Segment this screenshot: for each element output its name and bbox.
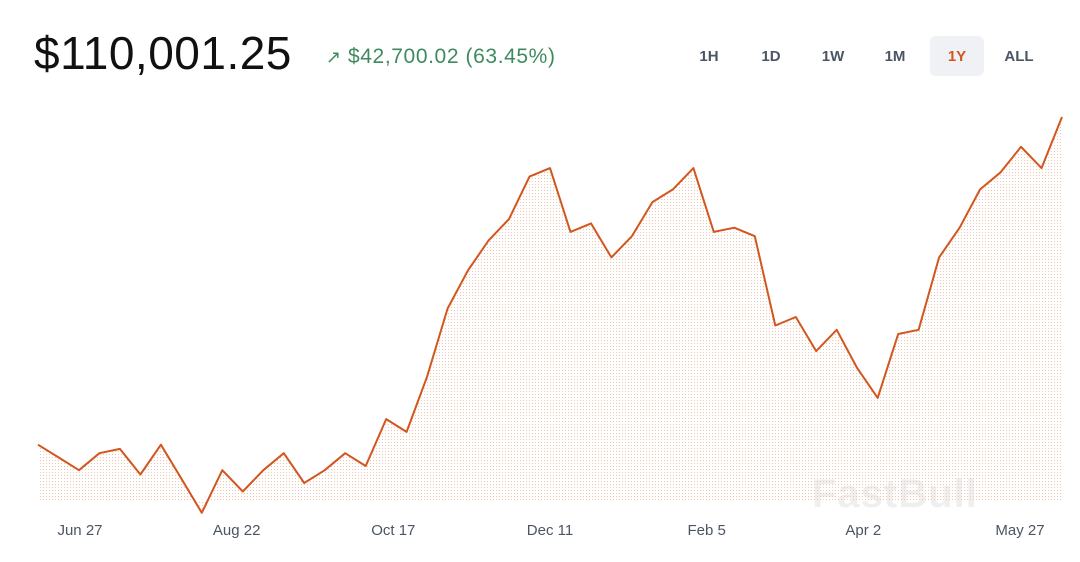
price-point	[1040, 166, 1044, 170]
price-point	[630, 234, 634, 238]
price-point	[569, 230, 573, 234]
x-axis: Jun 27 Aug 22 Oct 17 Dec 11 Feb 5 Apr 2 May 27	[57, 522, 1044, 539]
price-point	[507, 217, 511, 221]
price-point	[384, 417, 388, 421]
price-point	[732, 226, 736, 230]
price-point	[671, 187, 675, 191]
x-tick-label: Apr 2	[845, 522, 881, 539]
price-point	[1060, 115, 1064, 119]
price-point	[487, 238, 491, 242]
price-point	[650, 200, 654, 204]
time-range-selector: 1H 1D 1W 1M 1Y ALL	[682, 36, 1046, 76]
price-point	[835, 328, 839, 332]
chart-line-layer	[36, 115, 1064, 515]
price-point	[179, 477, 183, 481]
price-point	[302, 481, 306, 485]
price-point	[917, 328, 921, 332]
price-point	[77, 468, 81, 472]
price-point	[364, 464, 368, 468]
price-area-fill	[38, 117, 1062, 513]
x-tick-label: Dec 11	[527, 522, 573, 539]
price-point	[97, 451, 101, 455]
price-point	[855, 366, 859, 370]
price-point	[773, 324, 777, 328]
price-point	[958, 226, 962, 230]
watermark: FastBull	[812, 472, 978, 516]
chart-area-layer	[38, 117, 1062, 513]
price-point	[241, 490, 245, 494]
x-tick-label: May 27	[995, 522, 1044, 539]
range-1y-button[interactable]: 1Y	[930, 36, 984, 76]
price-point	[343, 451, 347, 455]
price-change: ↗ $42,700.02 (63.45%)	[326, 45, 556, 69]
price-point	[691, 166, 695, 170]
price-point	[609, 255, 613, 259]
price-change-text: $42,700.02 (63.45%)	[348, 45, 556, 68]
price-point	[753, 234, 757, 238]
price-point	[978, 187, 982, 191]
range-1h-button[interactable]: 1H	[699, 47, 719, 65]
price-point	[118, 447, 122, 451]
price-point	[36, 443, 40, 447]
x-tick-label: Feb 5	[688, 522, 726, 539]
price-point	[425, 375, 429, 379]
price-point	[282, 451, 286, 455]
range-1d-button[interactable]: 1D	[761, 47, 781, 65]
x-tick-label: Aug 22	[213, 522, 261, 539]
arrow-up-right-icon: ↗	[326, 46, 342, 67]
price-point	[1019, 145, 1023, 149]
price-point	[814, 349, 818, 353]
price-point	[528, 175, 532, 179]
price-point	[220, 468, 224, 472]
price-point	[712, 230, 716, 234]
price-point	[876, 396, 880, 400]
price-point	[159, 443, 163, 447]
price-point	[446, 307, 450, 311]
price-point	[896, 332, 900, 336]
x-tick-label: Jun 27	[57, 522, 102, 539]
range-1w-button[interactable]: 1W	[821, 47, 845, 65]
price-point	[138, 473, 142, 477]
current-price: $110,001.25	[34, 27, 292, 79]
price-line	[37, 116, 1063, 514]
range-all-button[interactable]: ALL	[1004, 47, 1034, 65]
price-point	[57, 455, 61, 459]
price-point	[261, 468, 265, 472]
price-point	[200, 511, 204, 515]
range-1m-button[interactable]: 1M	[884, 47, 906, 65]
price-point	[937, 255, 941, 259]
price-point	[405, 430, 409, 434]
price-point	[794, 315, 798, 319]
price-point	[323, 468, 327, 472]
x-tick-label: Oct 17	[371, 522, 415, 539]
price-point	[589, 221, 593, 225]
price-point	[999, 170, 1003, 174]
price-point	[466, 268, 470, 272]
price-point	[548, 166, 552, 170]
